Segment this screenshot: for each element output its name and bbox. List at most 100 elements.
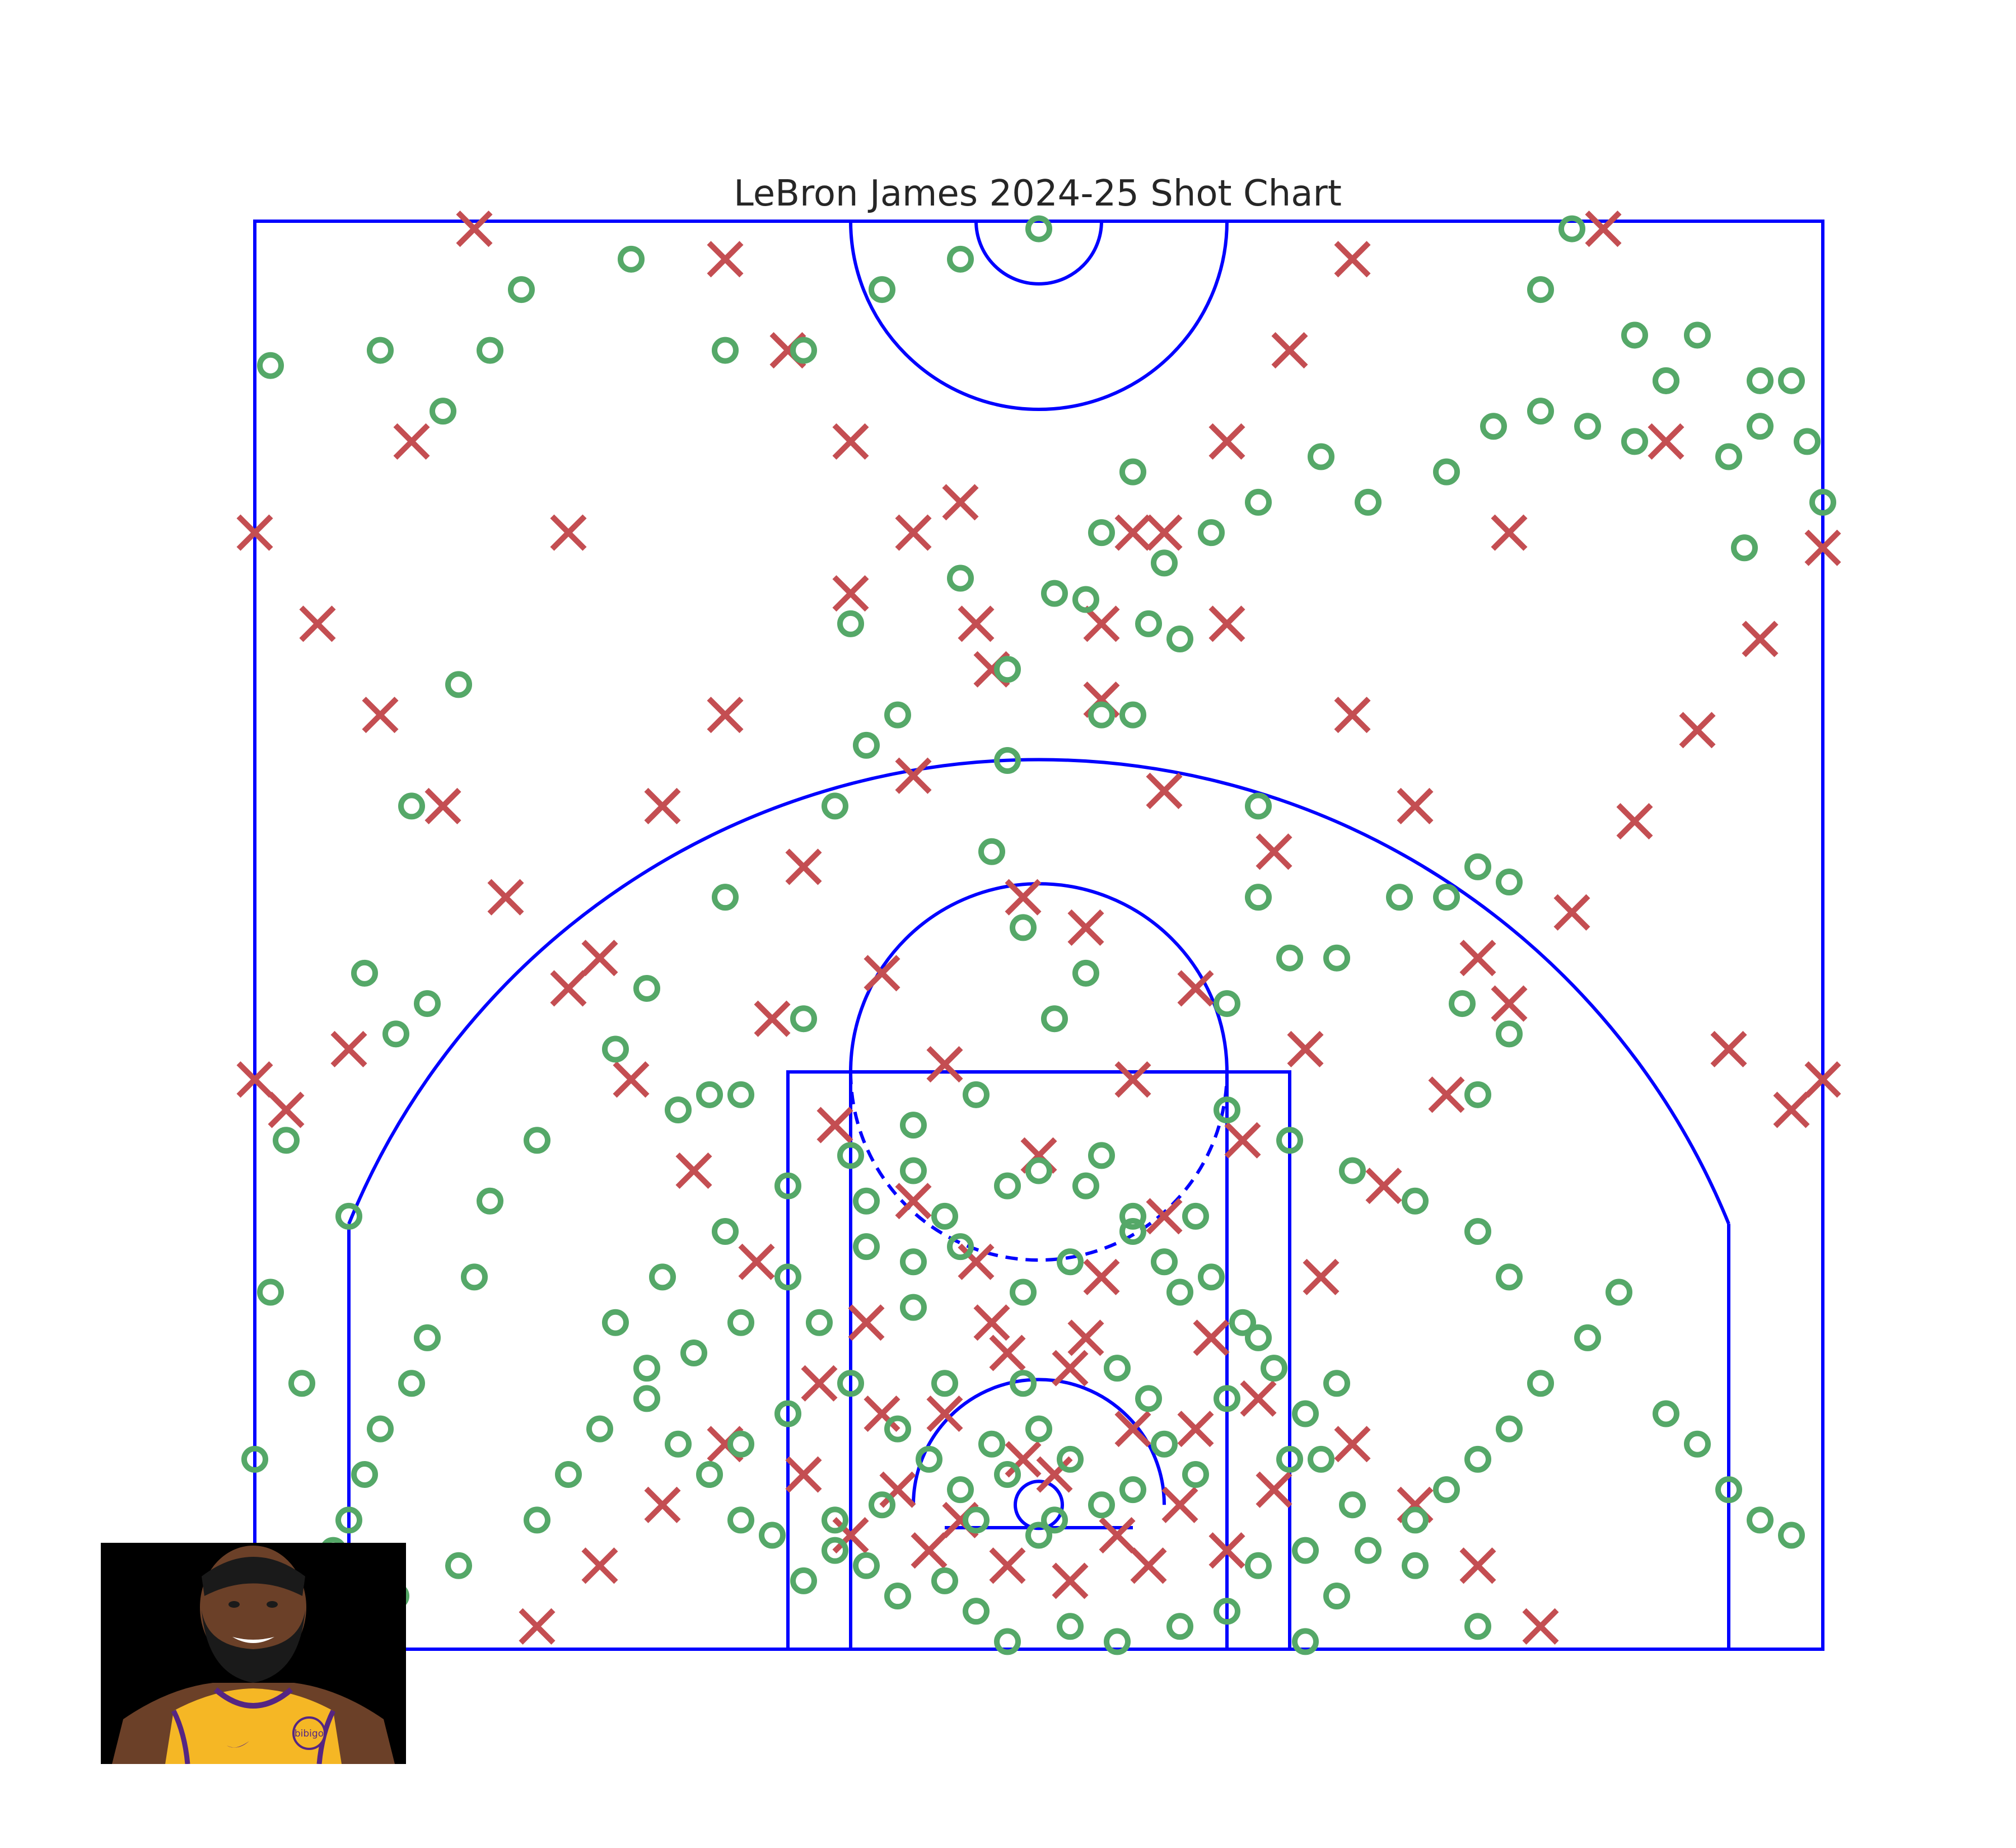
made-shot-mark	[884, 1415, 911, 1443]
made-shot-mark	[430, 398, 456, 425]
made-shot-mark	[241, 1445, 268, 1473]
missed-shot-mark	[926, 1395, 963, 1432]
hair	[202, 1557, 305, 1596]
made-shot-mark	[1245, 1324, 1272, 1351]
made-shot-mark	[1747, 1506, 1774, 1534]
missed-shot-stroke	[330, 1030, 367, 1067]
missed-shot-stroke	[1177, 970, 1214, 1007]
made-shot-mark	[1214, 1096, 1240, 1123]
made-shot-mark	[1464, 1613, 1491, 1640]
made-shot-mark	[1386, 884, 1413, 911]
missed-shot-stroke	[1742, 620, 1779, 657]
made-shot-mark	[1276, 1127, 1303, 1154]
made-shot-mark	[1088, 1142, 1115, 1169]
missed-shot-stroke	[1522, 1608, 1559, 1645]
missed-shot-mark	[362, 697, 399, 734]
missed-shot-stroke	[581, 940, 618, 977]
missed-shot-mark	[487, 879, 524, 916]
made-shot-mark	[1276, 1445, 1303, 1473]
missed-shot-stroke	[864, 955, 900, 992]
missed-shot-stroke	[644, 787, 681, 824]
made-shot-mark	[1402, 1552, 1429, 1579]
made-shot-mark	[696, 1081, 723, 1108]
missed-shot-stroke	[1161, 1486, 1198, 1523]
made-shot-mark	[947, 1233, 974, 1261]
missed-shot-mark	[832, 423, 869, 460]
made-shot-mark	[837, 1370, 864, 1397]
made-shot-mark	[1496, 1263, 1523, 1291]
made-shot-mark	[633, 1355, 660, 1382]
made-shot-mark	[1151, 549, 1178, 577]
missed-shot-stroke	[1553, 894, 1590, 931]
made-shot-mark	[1778, 1522, 1805, 1549]
missed-shot-mark	[958, 1243, 995, 1280]
made-shot-mark	[1072, 586, 1099, 613]
made-shot-mark	[727, 1506, 754, 1534]
made-shot-mark	[1198, 1263, 1225, 1291]
made-shot-mark	[1292, 1400, 1319, 1427]
made-shot-mark	[1496, 869, 1523, 896]
missed-shot-stroke	[926, 1395, 963, 1432]
made-shot-mark	[947, 245, 974, 273]
missed-shot-mark	[1146, 772, 1183, 809]
missed-shot-mark	[675, 1152, 712, 1189]
missed-shot-mark	[989, 1334, 1026, 1371]
made-shot-mark	[1527, 398, 1554, 425]
player-headshot-image: bibigo	[101, 1543, 406, 1764]
made-shot-mark	[1214, 1385, 1240, 1412]
court-lines	[253, 220, 1824, 1651]
made-shot-mark	[712, 884, 739, 911]
missed-shot-stroke	[895, 514, 932, 551]
missed-shot-mark	[1616, 803, 1653, 840]
made-shot-mark	[1715, 1476, 1742, 1504]
made-shot-mark	[1433, 884, 1460, 911]
eye-right	[267, 1601, 278, 1608]
made-shot-mark	[1464, 1217, 1491, 1245]
made-shot-mark	[774, 1172, 801, 1200]
made-shot-mark	[1653, 367, 1679, 394]
made-shot-mark	[1527, 1370, 1554, 1397]
made-shot-mark	[1072, 1172, 1099, 1200]
made-shot-mark	[900, 1157, 927, 1184]
missed-shot-mark	[1052, 1562, 1089, 1599]
made-shot-mark	[916, 1445, 942, 1473]
missed-shot-stroke	[1585, 211, 1622, 248]
made-shot-mark	[994, 1172, 1021, 1200]
made-shot-mark	[884, 1583, 911, 1610]
missed-shot-mark	[1522, 1608, 1559, 1645]
missed-shot-stroke	[613, 1061, 650, 1098]
missed-shot-mark	[926, 1046, 963, 1083]
missed-shot-mark	[707, 241, 744, 278]
missed-shot-mark	[1334, 241, 1371, 278]
made-shot-mark	[1088, 519, 1115, 547]
made-shot-mark	[822, 1506, 848, 1534]
made-shot-mark	[1041, 1005, 1068, 1033]
made-shot-mark	[790, 337, 817, 364]
made-shot-mark	[1355, 488, 1382, 516]
smile	[232, 1637, 274, 1643]
made-shot-mark	[1041, 1506, 1068, 1534]
made-shot-mark	[335, 1506, 362, 1534]
made-shot-mark	[602, 1035, 629, 1063]
missed-shot-stroke	[989, 1334, 1026, 1371]
missed-shot-mark	[895, 1183, 932, 1220]
made-shot-mark	[633, 1385, 660, 1412]
missed-shot-mark	[1177, 970, 1214, 1007]
missed-shot-stroke	[1804, 1061, 1841, 1098]
missed-shot-stroke	[707, 697, 744, 734]
made-shot-mark	[1010, 914, 1037, 941]
missed-shot-mark	[942, 484, 979, 521]
made-shot-mark	[1621, 428, 1648, 455]
made-shot-mark	[869, 1491, 895, 1519]
made-shot-mark	[1433, 1476, 1460, 1504]
missed-shot-stroke	[268, 1091, 305, 1128]
made-shot-mark	[445, 671, 472, 698]
missed-shot-stroke	[1256, 833, 1292, 870]
missed-shot-stroke	[1208, 605, 1245, 642]
missed-shot-stroke	[1240, 1380, 1277, 1417]
missed-shot-mark	[1114, 1411, 1151, 1448]
missed-shot-mark	[785, 1456, 822, 1493]
made-shot-mark	[1747, 413, 1774, 440]
made-shot-mark	[963, 1081, 990, 1108]
